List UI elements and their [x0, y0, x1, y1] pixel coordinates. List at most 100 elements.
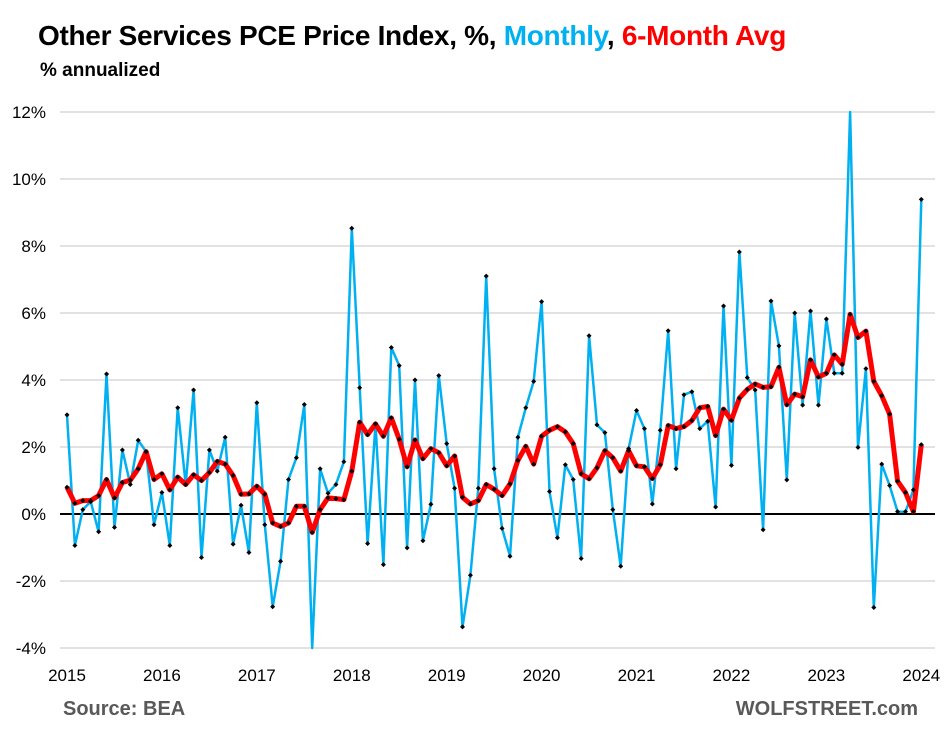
- monthly-point: [863, 366, 869, 372]
- avg-point: [713, 433, 719, 439]
- monthly-point: [602, 430, 608, 436]
- avg-point: [879, 393, 885, 399]
- avg-point: [578, 471, 584, 477]
- monthly-point: [736, 249, 742, 255]
- monthly-point: [689, 389, 695, 395]
- monthly-point: [365, 540, 371, 546]
- monthly-point: [570, 476, 576, 482]
- avg-point: [618, 468, 624, 474]
- avg-point: [602, 448, 608, 454]
- avg-point: [792, 391, 798, 397]
- avg-point: [198, 478, 204, 483]
- y-tick-label: 0%: [21, 505, 46, 524]
- y-tick-label: 12%: [12, 103, 46, 122]
- monthly-point: [396, 363, 402, 369]
- avg-point: [222, 461, 228, 467]
- monthly-point: [111, 524, 117, 530]
- monthly-point: [341, 459, 347, 465]
- avg-point: [570, 441, 576, 447]
- chart-subtitle: % annualized: [40, 60, 161, 81]
- source-label: Source: BEA: [63, 698, 186, 720]
- avg-point: [270, 520, 276, 526]
- monthly-point: [839, 370, 845, 376]
- avg-point: [610, 455, 616, 461]
- monthly-point: [222, 434, 228, 440]
- monthly-point: [246, 550, 252, 556]
- monthly-point: [902, 509, 908, 515]
- avg-point: [475, 498, 481, 504]
- avg-point: [127, 477, 133, 483]
- monthly-point: [420, 538, 426, 544]
- monthly-point: [460, 624, 465, 630]
- avg-point: [357, 419, 363, 425]
- monthly-point: [539, 299, 545, 305]
- avg-point: [309, 529, 315, 535]
- monthly-point: [554, 535, 560, 541]
- avg-point: [341, 497, 347, 503]
- x-tick-label: 2018: [333, 666, 371, 685]
- avg-point: [855, 334, 861, 340]
- monthly-point: [467, 572, 473, 578]
- avg-point: [293, 503, 299, 509]
- avg-point: [365, 432, 371, 438]
- avg-point: [230, 472, 236, 478]
- avg-point: [515, 457, 521, 463]
- avg-point: [831, 352, 837, 358]
- avg-point: [895, 478, 901, 484]
- monthly-point: [349, 225, 355, 231]
- monthly-point: [507, 553, 513, 559]
- monthly-point: [515, 434, 521, 440]
- avg-point: [491, 486, 497, 492]
- avg-point: [634, 463, 640, 469]
- avg-point: [396, 436, 402, 442]
- avg-point: [902, 490, 908, 496]
- monthly-point: [768, 298, 774, 304]
- avg-point: [436, 450, 442, 456]
- avg-point: [823, 370, 829, 376]
- avg-point: [64, 484, 70, 490]
- monthly-point: [800, 402, 806, 408]
- monthly-point: [657, 427, 663, 433]
- avg-point: [665, 423, 671, 429]
- monthly-point: [681, 392, 687, 398]
- monthly-point: [475, 485, 481, 491]
- avg-point: [554, 424, 560, 430]
- monthly-point: [855, 444, 861, 450]
- monthly-point: [151, 522, 157, 528]
- monthly-point: [452, 485, 458, 491]
- chart-title: Other Services PCE Price Index, %, Month…: [38, 20, 786, 52]
- avg-point: [626, 448, 632, 454]
- monthly-point: [721, 303, 727, 309]
- x-tick-label: 2015: [48, 666, 86, 685]
- monthly-point: [831, 370, 837, 376]
- monthly-point: [634, 407, 640, 413]
- monthly-point: [776, 343, 782, 349]
- monthly-point: [895, 509, 901, 515]
- monthly-point: [254, 400, 260, 406]
- avg-point: [325, 495, 331, 501]
- avg-point: [736, 395, 742, 401]
- monthly-point: [380, 562, 386, 568]
- avg-point: [547, 427, 553, 433]
- monthly-point: [80, 507, 86, 513]
- avg-point: [697, 405, 703, 411]
- monthly-point: [823, 316, 829, 322]
- avg-point: [206, 469, 212, 475]
- avg-point: [539, 433, 545, 439]
- avg-point: [72, 500, 78, 506]
- monthly-point: [641, 426, 647, 432]
- avg-point: [183, 482, 189, 488]
- monthly-point: [119, 447, 125, 453]
- monthly-point: [72, 542, 78, 548]
- avg-point: [586, 476, 592, 482]
- monthly-point: [159, 490, 165, 496]
- avg-point: [768, 384, 774, 390]
- monthly-point: [649, 501, 655, 507]
- monthly-point: [214, 468, 220, 474]
- y-tick-label: 6%: [21, 304, 46, 323]
- avg-point: [460, 494, 465, 500]
- avg-point: [143, 449, 149, 455]
- x-tick-label: 2020: [523, 666, 561, 685]
- monthly-point: [744, 375, 750, 381]
